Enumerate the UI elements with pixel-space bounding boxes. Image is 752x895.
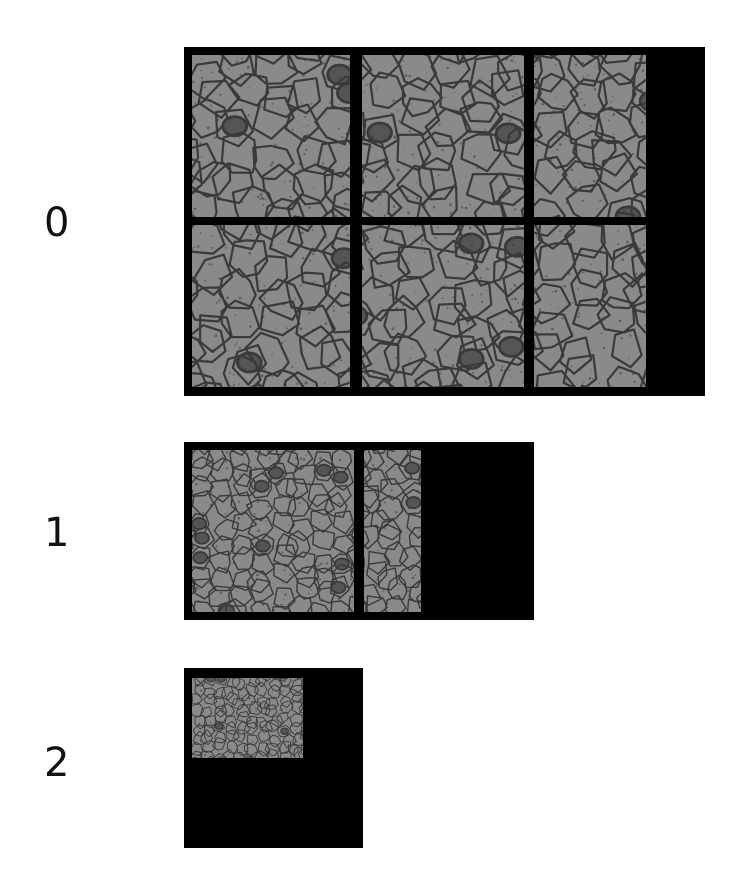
level-0-tile-mosaic <box>184 47 705 396</box>
tile-1-1-0 <box>364 450 421 612</box>
tile-0-2-1 <box>534 225 646 387</box>
tile-0-2-0 <box>534 55 646 217</box>
level-label-1: 1 <box>44 510 70 556</box>
micrograph-texture <box>534 55 646 217</box>
micrograph-texture <box>192 225 350 387</box>
level-label-2: 2 <box>44 740 70 786</box>
micrograph-texture <box>364 450 421 612</box>
micrograph-texture <box>192 55 350 217</box>
micrograph-texture <box>534 225 646 387</box>
tile-0-1-0 <box>362 55 524 217</box>
tile-1-0-0 <box>192 450 354 612</box>
micrograph-texture <box>192 450 354 612</box>
micrograph-texture <box>362 225 524 387</box>
micrograph-texture <box>192 678 303 758</box>
micrograph-texture <box>362 55 524 217</box>
tile-0-1-1 <box>362 225 524 387</box>
level-label-0: 0 <box>44 200 70 246</box>
tile-0-0-1 <box>192 225 350 387</box>
tile-0-0-0 <box>192 55 350 217</box>
level-1-tile-mosaic <box>184 442 534 620</box>
tile-2-0-0 <box>192 678 303 758</box>
level-2-tile-mosaic <box>184 668 363 848</box>
